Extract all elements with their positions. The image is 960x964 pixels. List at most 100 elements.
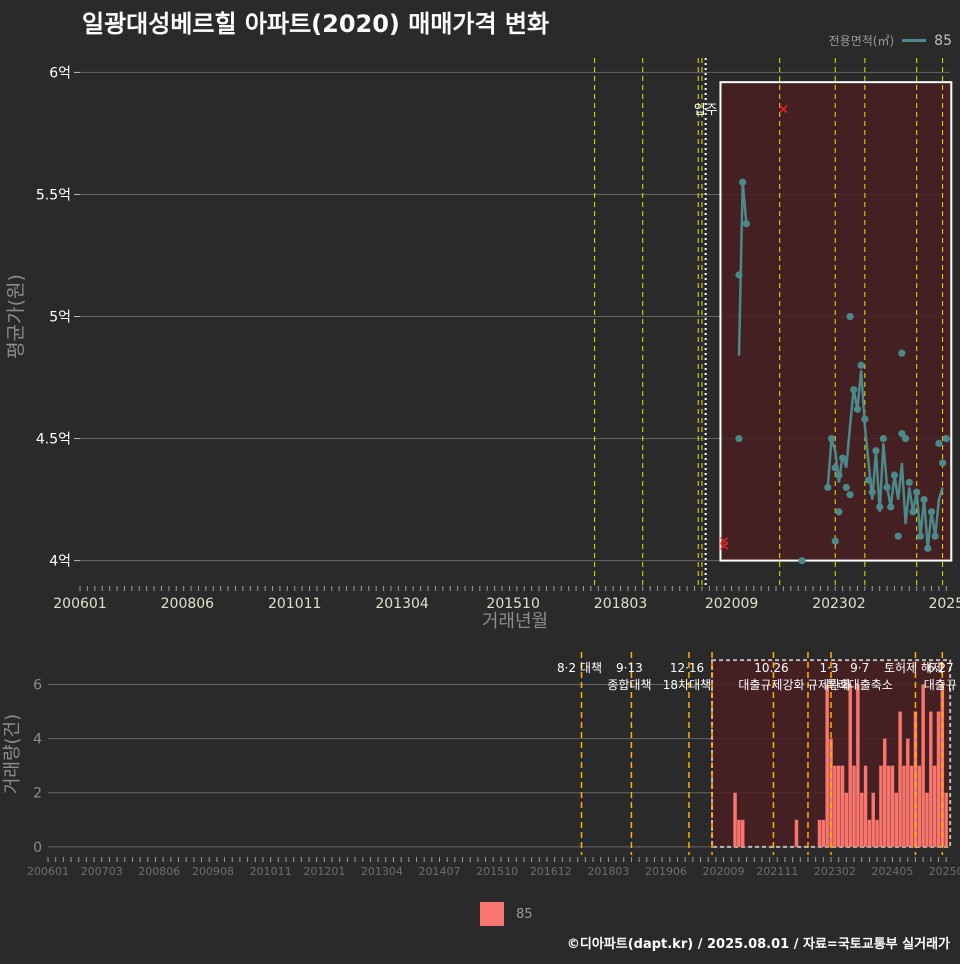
price-x-tick-label: 201011 (268, 596, 321, 612)
price-point (872, 447, 880, 455)
price-point (842, 483, 850, 491)
price-point (742, 220, 750, 228)
price-x-axis-label: 거래년월 (482, 611, 548, 632)
volume-bar (909, 765, 914, 847)
volume-bar (852, 765, 856, 847)
price-y-tick-label: 5억 (49, 310, 71, 326)
volume-bar (929, 711, 933, 847)
policy-annotation-text: 종합대책 (607, 677, 651, 692)
price-series-line-2022 (826, 370, 944, 549)
price-point (857, 361, 865, 369)
price-y-axis-label: 평균가(원) (5, 274, 27, 359)
legend-line-swatch (902, 39, 927, 42)
volume-x-tick-label: 20250 (929, 865, 960, 878)
price-point (853, 405, 862, 413)
price-point (942, 434, 950, 443)
volume-bar (890, 765, 895, 847)
volume-bar (917, 765, 922, 847)
volume-bar (871, 792, 875, 847)
volume-bar (906, 738, 910, 847)
policy-annotation-text: 12·16 (670, 661, 704, 675)
volume-y-tick-label: 0 (33, 840, 42, 856)
volume-x-tick-label: 200601 (27, 865, 69, 878)
price-point (831, 537, 839, 545)
volume-x-tick-label: 201201 (303, 865, 345, 878)
volume-x-tick-label: 201011 (250, 865, 292, 878)
price-x-tick-label: 200806 (161, 596, 215, 612)
volume-bar (741, 819, 745, 847)
volume-bar (817, 819, 822, 847)
volume-x-tick-label: 201906 (645, 865, 687, 878)
price-x-tick-label: 202302 (812, 596, 865, 612)
price-point (883, 483, 891, 491)
volume-bar (821, 819, 826, 847)
price-y-tick-label: 4억 (49, 554, 71, 570)
price-y-tick-label: 5.5억 (36, 187, 71, 203)
price-point (913, 488, 921, 496)
price-x-tick-label: 2025 (928, 596, 960, 612)
price-point (916, 532, 924, 540)
legend-bar-swatch (480, 902, 504, 926)
volume-bar (898, 711, 902, 847)
policy-annotation-text: 10.26 (754, 661, 788, 675)
volume-bar (856, 684, 860, 847)
price-point (898, 349, 906, 357)
price-point (927, 508, 936, 516)
price-x-tick-label: 201510 (486, 596, 539, 612)
price-point (824, 483, 832, 491)
volume-bar (794, 819, 799, 847)
volume-y-tick-label: 6 (33, 677, 42, 693)
price-point (931, 532, 939, 540)
price-y-tick-label: 6억 (49, 65, 71, 81)
volume-x-tick-label: 202009 (703, 865, 745, 878)
volume-bar (825, 684, 829, 847)
volume-bar (733, 792, 737, 847)
volume-bar (879, 765, 883, 847)
volume-x-tick-label: 200908 (192, 865, 234, 878)
volume-x-tick-label: 201803 (587, 865, 629, 878)
price-point (905, 478, 913, 487)
move-in-label: 입주 (694, 103, 718, 118)
volume-x-tick-label: 201304 (361, 865, 403, 878)
price-point (890, 471, 899, 479)
volume-bar (863, 765, 868, 847)
cancelled-deal-marker (720, 541, 729, 551)
chart-title: 일광대성베르힐 아파트(2020) 매매가격 변화 (82, 10, 550, 38)
price-point (879, 434, 887, 443)
volume-bar (737, 819, 741, 847)
policy-annotation-text: 규제완화 (807, 678, 851, 692)
price-point (868, 488, 876, 496)
volume-bar (936, 711, 941, 847)
volume-x-tick-label: 201612 (530, 865, 572, 878)
legend-title: 전용면적(㎡) (828, 34, 895, 48)
legend-entry-85: 85 (934, 32, 952, 49)
volume-bar (840, 765, 845, 847)
price-point (920, 495, 928, 504)
policy-annotation-text: 18차대책 (663, 677, 711, 692)
volume-y-tick-label: 4 (33, 732, 42, 748)
volume-bar (944, 792, 948, 847)
volume-x-tick-label: 202405 (871, 865, 913, 878)
volume-y-tick-label: 2 (33, 786, 42, 802)
policy-annotation-text: 9·7 (850, 661, 869, 675)
price-x-tick-label: 202009 (705, 596, 758, 612)
volume-bar (921, 684, 925, 847)
policy-annotation-text: 대출규 (924, 678, 957, 692)
price-point (850, 386, 858, 394)
price-point (827, 434, 836, 443)
volume-bar (875, 819, 879, 847)
price-point (876, 503, 884, 511)
policy-annotation-text: 대출규제강화 (738, 678, 804, 692)
price-point (909, 508, 917, 516)
volume-bar (925, 792, 929, 847)
volume-x-tick-label: 202302 (814, 865, 856, 878)
price-point (831, 464, 839, 472)
price-point (846, 312, 854, 321)
price-point (835, 471, 843, 479)
price-point (898, 430, 906, 438)
volume-bar (913, 711, 918, 847)
price-point (887, 503, 895, 511)
policy-annotation-text: 1·3 (819, 661, 838, 675)
cancelled-deal-marker (779, 104, 788, 114)
